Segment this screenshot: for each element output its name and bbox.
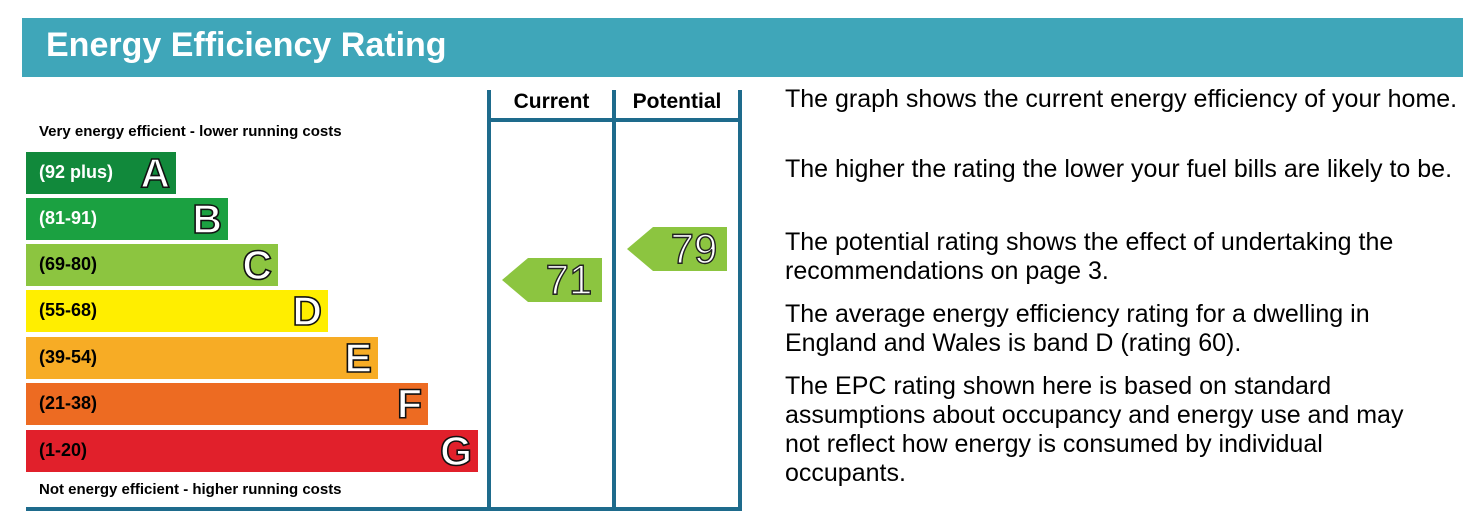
column-divider [738,90,742,508]
band-range: (69-80) [39,254,98,274]
band-c: (69-80) C [26,242,278,288]
potential-rating-value: 79 [670,225,718,272]
column-divider [487,90,491,508]
bottom-caption: Not energy efficient - higher running co… [39,481,342,498]
top-caption: Very energy efficient - lower running co… [39,123,342,140]
bottom-rule [26,507,742,511]
band-letter: C [242,242,273,288]
band-range: (81-91) [39,208,98,228]
arrow-shape [502,258,602,302]
description-paragraph: The EPC rating shown here is based on st… [785,372,1404,487]
description-paragraph: The graph shows the current energy effic… [785,85,1458,113]
band-letter: D [292,288,323,334]
header-rule [487,118,742,122]
potential-column-header: Potential [632,90,722,113]
band-letter: E [344,335,373,381]
header-bar: Energy Efficiency Rating [22,18,1463,77]
column-divider [612,90,616,508]
band-b: (81-91) B [26,196,228,242]
band-letter: F [396,381,423,427]
band-range: (39-54) [39,347,98,367]
band-letter: G [439,428,473,474]
current-column-header: Current [513,90,590,113]
description-paragraph: The higher the rating the lower your fue… [785,155,1453,183]
band-range: (92 plus) [39,162,114,182]
band-range: (21-38) [39,393,98,413]
page-title: Energy Efficiency Rating [46,26,447,64]
band-a: (92 plus) A [26,150,176,196]
band-d: (55-68) D [26,288,328,334]
band-letter: B [192,196,223,242]
arrow-shape [627,227,727,271]
description-paragraph: The average energy efficiency rating for… [785,300,1370,357]
potential-rating-arrow: 79 [627,225,727,272]
band-e: (39-54) E [26,335,378,381]
current-rating-arrow: 71 [502,256,602,303]
band-range: (55-68) [39,300,98,320]
band-range: (1-20) [39,440,88,460]
current-rating-value: 71 [545,256,593,303]
band-letter: A [140,150,171,196]
description-paragraph: The potential rating shows the effect of… [785,228,1394,285]
band-g: (1-20) G [26,428,478,474]
band-f: (21-38) F [26,381,428,427]
